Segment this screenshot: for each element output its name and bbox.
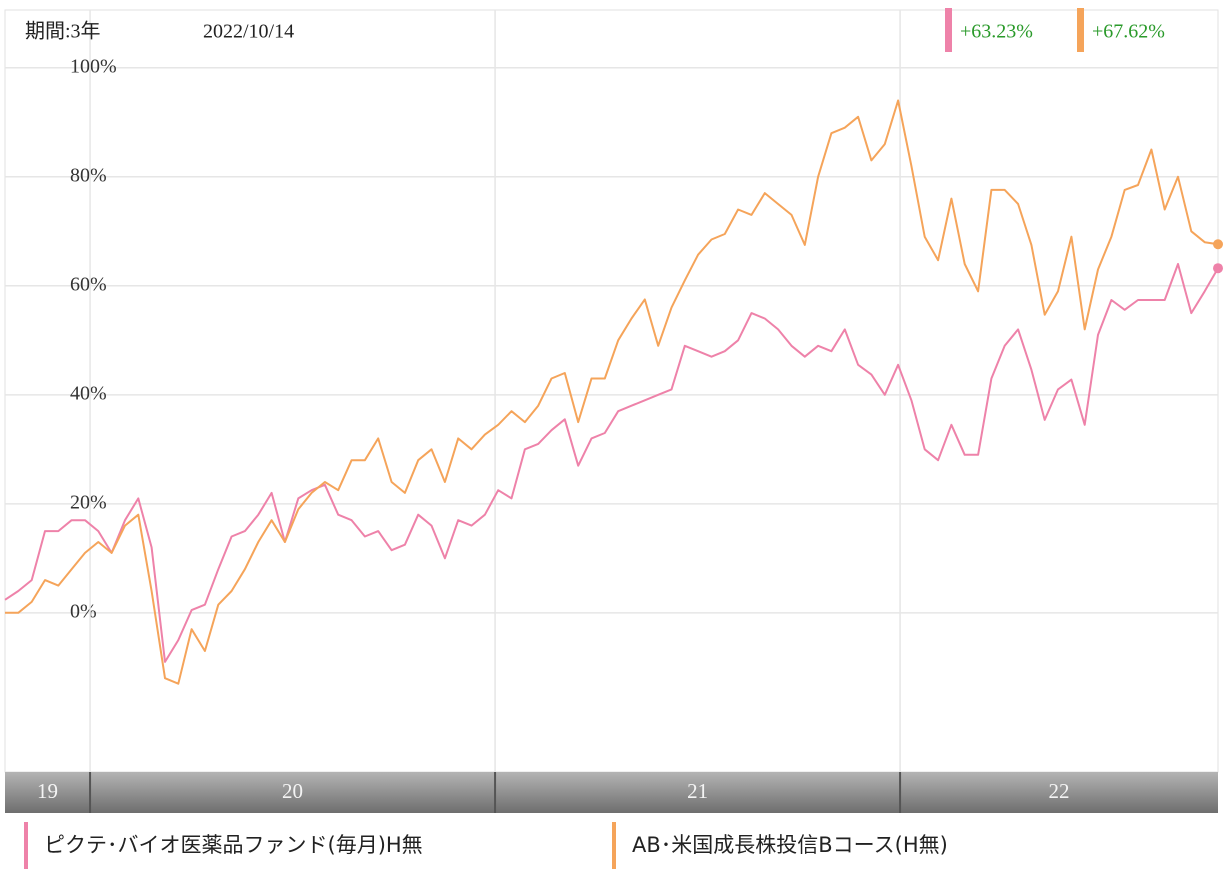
- period-label: 期間:3年: [25, 20, 101, 43]
- y-tick-label: 20%: [70, 491, 107, 513]
- legend-swatch: [1077, 8, 1084, 52]
- series-line: [5, 99, 1219, 685]
- series-line: [4, 263, 1219, 663]
- y-tick-label: 80%: [70, 164, 107, 186]
- year-band: [5, 772, 1218, 813]
- return-label: +63.23%: [960, 21, 1033, 43]
- legend-swatch: [24, 822, 28, 869]
- x-band-label: 21: [687, 779, 708, 803]
- legend-label: ピクテ･バイオ医薬品ファンド(毎月)H無: [44, 833, 423, 857]
- y-tick-label: 60%: [70, 273, 107, 295]
- y-tick-label: 0%: [70, 600, 97, 622]
- end-point: [1213, 239, 1223, 250]
- legend-swatch: [612, 822, 616, 869]
- legend-label: AB･米国成長株投信Bコース(H無): [632, 833, 948, 857]
- return-label: +67.62%: [1092, 21, 1165, 43]
- date-label: 2022/10/14: [203, 21, 294, 43]
- y-tick-label: 100%: [70, 55, 117, 77]
- x-band-label: 20: [282, 779, 303, 803]
- end-point: [1213, 263, 1223, 274]
- legend-swatch: [945, 8, 952, 52]
- y-tick-label: 40%: [70, 382, 107, 404]
- x-band-label: 22: [1049, 779, 1070, 803]
- x-band-label: 19: [37, 779, 58, 803]
